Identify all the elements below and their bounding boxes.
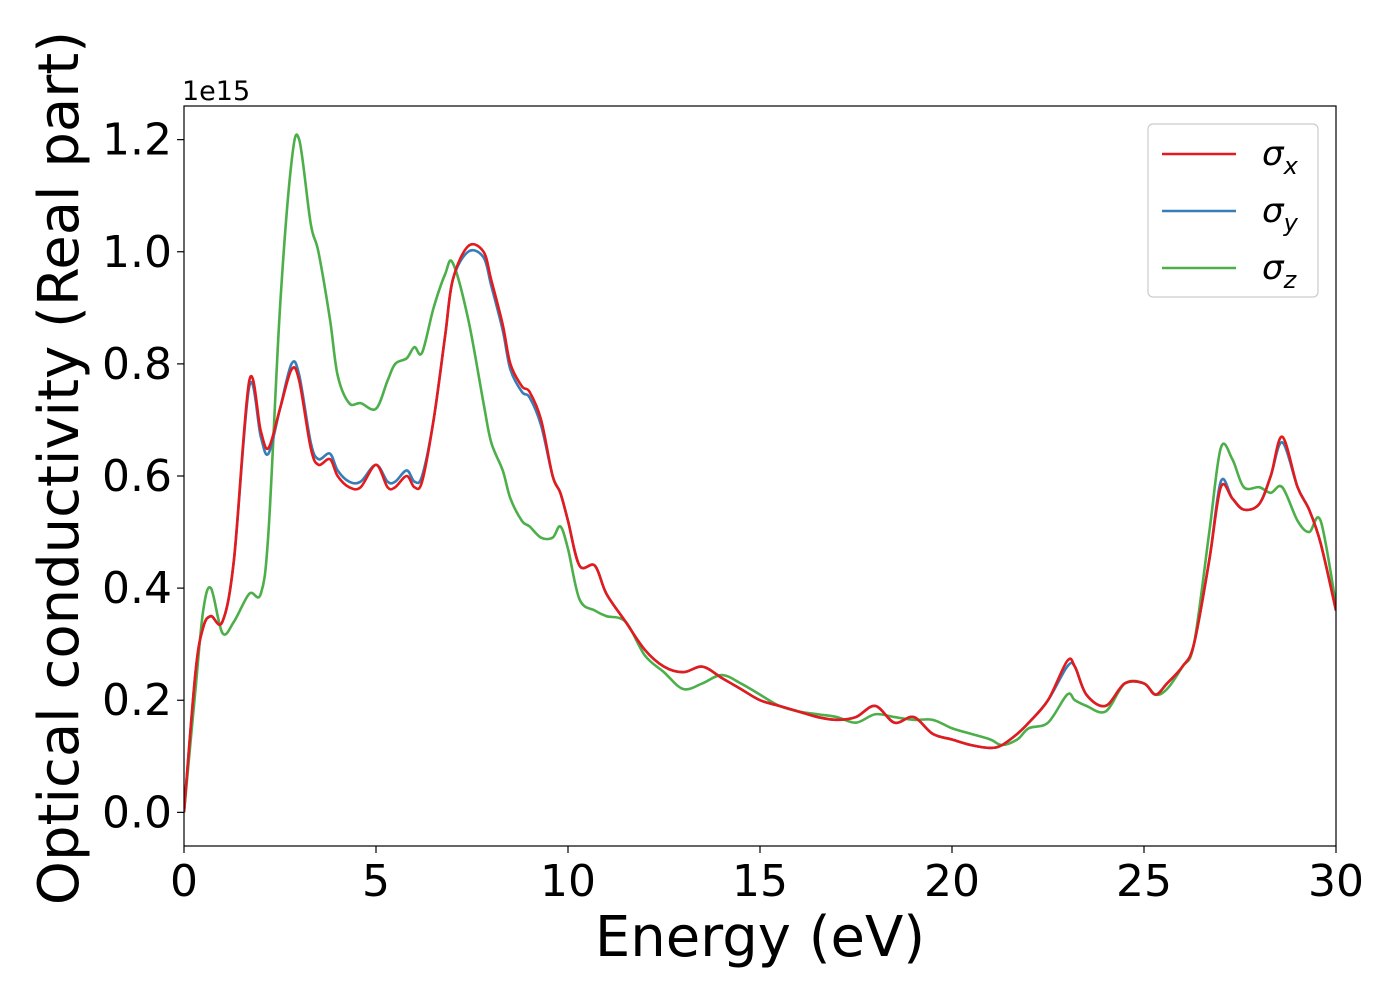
series-line-y [184,248,1336,813]
x-tick-label: 10 [540,856,596,907]
y-tick-label: 0.6 [102,451,172,502]
y-tick-label: 0.8 [102,339,172,390]
y-axis-ticks: 0.0 0.2 0.4 0.6 0.8 1.0 1.2 [102,115,184,838]
x-tick-label: 30 [1308,856,1364,907]
series-line-x [184,242,1336,813]
y-tick-label: 1.0 [102,227,172,278]
x-tick-label: 20 [924,856,980,907]
y-tick-label: 0.2 [102,675,172,726]
y-tick-label: 0.0 [102,787,172,838]
y-axis-title: Optical conductivity (Real part) [27,31,92,905]
x-tick-label: 5 [362,856,390,907]
series-layer [184,133,1336,813]
x-axis-title: Energy (eV) [595,905,925,970]
x-tick-label: 0 [170,856,198,907]
y-axis-offset-label: 1e15 [182,76,250,107]
x-tick-label: 25 [1116,856,1172,907]
legend-label-z: σz [1262,248,1298,294]
y-tick-label: 0.4 [102,563,172,614]
y-tick-label: 1.2 [102,115,172,166]
x-axis-ticks: 0 5 10 15 20 25 30 [170,846,1364,907]
x-tick-label: 15 [732,856,788,907]
